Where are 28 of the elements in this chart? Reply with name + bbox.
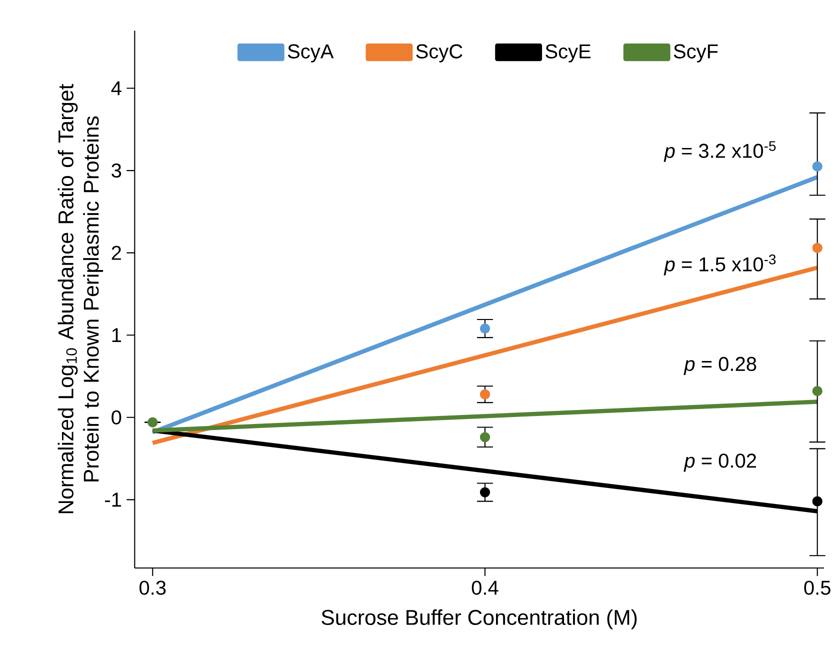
legend-label: ScyA bbox=[288, 44, 334, 62]
x-tick-label: 0.3 bbox=[139, 580, 166, 595]
point bbox=[480, 389, 490, 400]
annotation: p = 3.2 x10$^{-5}$ bbox=[664, 141, 776, 162]
point bbox=[148, 417, 158, 428]
point bbox=[480, 323, 490, 334]
legend-label: ScyC bbox=[416, 44, 462, 62]
point bbox=[480, 487, 490, 498]
annotation: p = 1.5 x10$^{-3}$ bbox=[664, 254, 776, 276]
legend-label: ScyE bbox=[546, 44, 591, 62]
point bbox=[812, 161, 822, 172]
y-tick-label: 4 bbox=[111, 81, 122, 96]
x-tick-label: 0.4 bbox=[472, 580, 498, 595]
point bbox=[812, 496, 822, 506]
y-tick-label: 1 bbox=[112, 328, 121, 342]
x-axis-title: Sucrose Buffer Concentration (M) bbox=[322, 609, 637, 630]
point bbox=[480, 432, 490, 442]
annotation: p = 0.02 bbox=[684, 454, 756, 472]
point bbox=[812, 386, 822, 396]
point bbox=[812, 242, 822, 253]
y-tick-label: -1 bbox=[105, 492, 121, 507]
x-tick-label: 0.5 bbox=[804, 580, 830, 595]
annotation: p = 0.28 bbox=[684, 356, 756, 375]
y-tick-label: 2 bbox=[112, 246, 121, 260]
legend-label: ScyF bbox=[674, 44, 718, 62]
y-axis-title: Normalized Log$_{10}$ Abundance Ratio of Target Protein to Known Periplasmic Proteins bbox=[58, 84, 104, 514]
y-tick-label: 0 bbox=[112, 410, 122, 424]
y-tick-label: 3 bbox=[112, 163, 122, 178]
